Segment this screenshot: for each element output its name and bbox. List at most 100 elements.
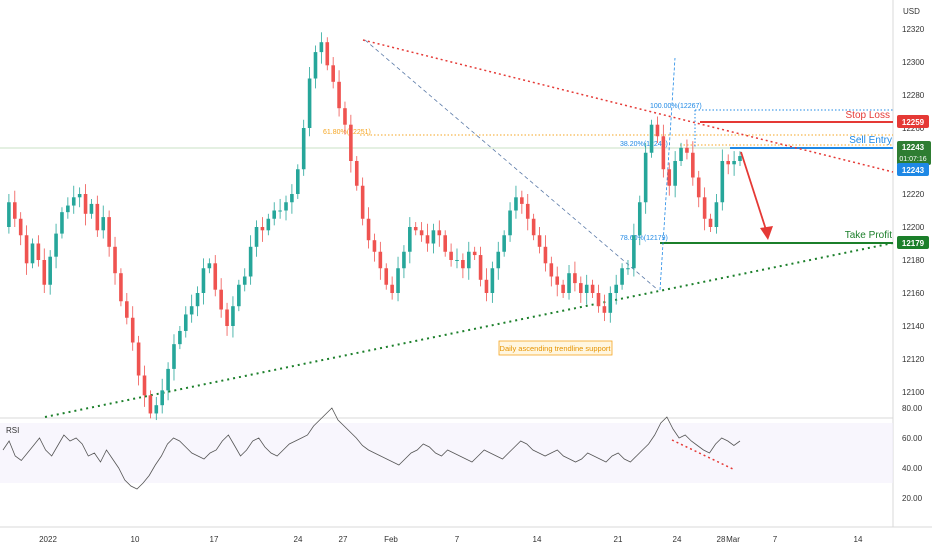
candle-body: [296, 169, 300, 194]
candle-body: [201, 268, 206, 293]
candle-body: [584, 284, 589, 293]
candle-body: [349, 124, 353, 161]
candle-body: [632, 235, 636, 269]
candle-body: [461, 260, 465, 269]
candle-body: [567, 273, 571, 293]
stop-loss-tag-text: 12259: [902, 118, 925, 127]
price-tick-label: 12280: [902, 91, 925, 100]
candle-body: [119, 273, 123, 302]
candle-body: [484, 279, 489, 293]
price-tick-label: 12220: [902, 190, 925, 199]
candle-body: [596, 293, 601, 307]
price-tick-label: 12260: [902, 124, 925, 133]
candle-body: [537, 235, 542, 247]
current-price-tag-text: 12243: [902, 143, 925, 152]
candle-body: [148, 395, 153, 414]
candle-body: [708, 218, 713, 227]
fib-100-label: 100.00%(12267): [650, 103, 702, 110]
candle-body: [343, 108, 347, 125]
candle-body: [12, 202, 17, 219]
candle-body: [390, 284, 394, 293]
price-tick-label: 12200: [902, 223, 925, 232]
candle-body: [183, 314, 188, 331]
candle-body: [520, 197, 524, 204]
candle-body: [195, 293, 200, 307]
candle-body: [301, 128, 306, 170]
candle-body: [189, 306, 194, 315]
candle-body: [543, 246, 548, 264]
candle-body: [508, 210, 512, 236]
candle-body: [160, 390, 164, 406]
candle-body: [573, 273, 577, 284]
candle-body: [496, 251, 501, 269]
candle-body: [549, 263, 554, 277]
rsi-line: [2, 407, 741, 490]
candle-body: [354, 161, 359, 186]
price-tick-label: 12320: [902, 25, 925, 34]
fib-382-label: 38.20%(12243): [620, 141, 668, 148]
candle-body: [231, 306, 235, 326]
x-tick-label: Mar: [726, 535, 740, 544]
candle-body: [266, 218, 271, 231]
candle-body: [555, 276, 560, 285]
candle-body: [408, 227, 412, 252]
annotation-box: [498, 340, 613, 356]
candle-body: [514, 197, 518, 211]
candle-body: [313, 52, 318, 79]
candle-body: [71, 197, 76, 206]
candle-body: [237, 284, 241, 307]
price-tick-label: 12100: [902, 388, 925, 397]
candle-body: [207, 263, 212, 269]
candle-body: [178, 330, 182, 345]
candle-body: [107, 217, 111, 247]
candle-body: [48, 256, 52, 285]
stop-loss-tag: [897, 115, 929, 128]
candle-body: [36, 243, 41, 260]
candle-body: [60, 212, 64, 234]
candle-body: [83, 194, 88, 214]
rsi-tick-label: 80.00: [902, 404, 923, 413]
sell-entry-tag: [897, 163, 929, 176]
candle-body: [655, 124, 660, 137]
candle-body: [166, 368, 170, 391]
candle-body: [284, 202, 288, 211]
candle-body: [260, 227, 265, 231]
candle-body: [248, 246, 253, 277]
candle-body: [42, 260, 47, 285]
candle-body: [691, 152, 695, 178]
candle-body: [437, 230, 442, 236]
candle-body: [154, 405, 159, 414]
candle-body: [602, 306, 607, 313]
candle-body: [720, 161, 725, 203]
candle-body: [626, 268, 630, 270]
candle-body: [637, 202, 642, 236]
currency-label: USD: [903, 7, 920, 16]
candle-body: [579, 283, 583, 293]
candle-body: [714, 202, 719, 227]
candle-body: [726, 161, 731, 165]
candle-body: [30, 243, 35, 264]
candle-body: [402, 251, 406, 269]
candle-body: [125, 301, 129, 318]
candle-body: [172, 344, 176, 369]
candle-body: [219, 289, 223, 310]
candle-body: [608, 293, 613, 313]
candle-body: [502, 235, 506, 252]
candle-body: [307, 78, 312, 128]
candle-body: [661, 136, 666, 170]
candle-body: [18, 218, 23, 236]
x-tick-label: 10: [131, 535, 140, 544]
candle-body: [738, 156, 742, 161]
candle-body: [142, 375, 147, 396]
candle-body: [77, 194, 82, 198]
candle-body: [24, 235, 29, 264]
candle-body: [525, 203, 530, 219]
candle-body: [254, 227, 259, 247]
candle-body: [419, 230, 424, 236]
candle-body: [472, 251, 477, 256]
candle-body: [278, 210, 282, 212]
sell-entry-tag-text: 12243: [902, 166, 925, 175]
candle-body: [101, 217, 106, 231]
